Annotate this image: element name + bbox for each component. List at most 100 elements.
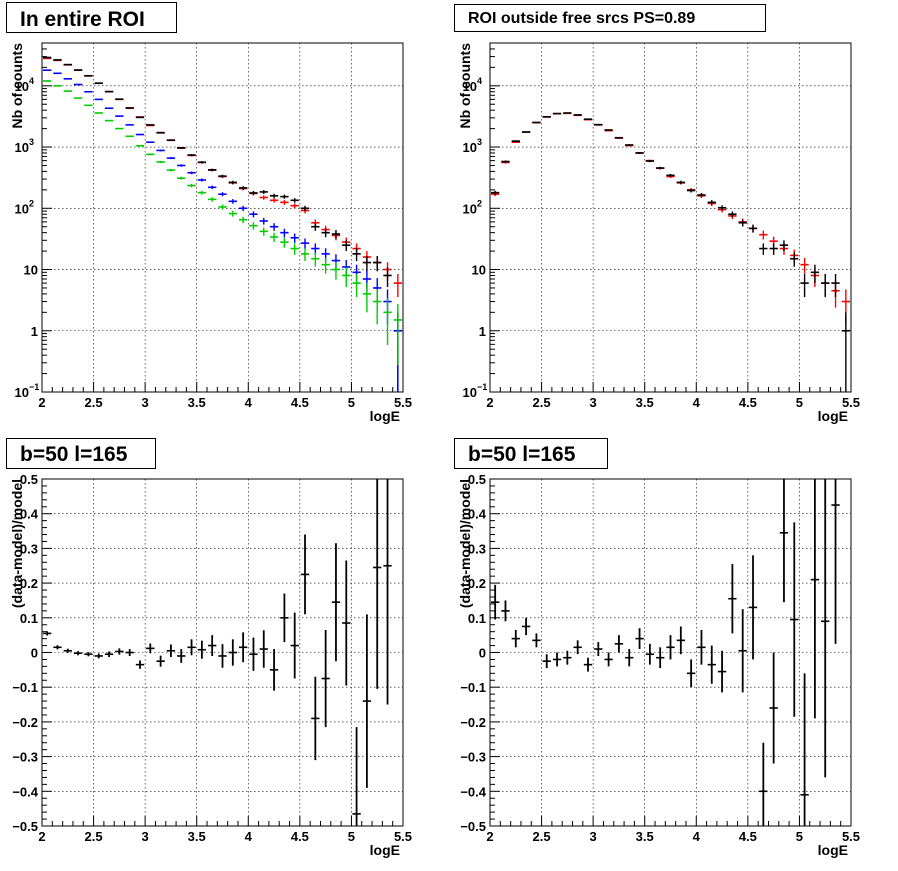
x-tick-label: 4 (693, 395, 701, 410)
y-tick-label: 0.5 (468, 472, 486, 487)
plot-frame (41, 42, 404, 393)
y-tick-label: 0.3 (468, 541, 486, 556)
series-1 (43, 57, 402, 298)
x-tick-label: 2.5 (533, 829, 551, 844)
y-tick-label: 0.4 (20, 507, 39, 522)
x-tick-label: 5.5 (394, 829, 412, 844)
series-2 (43, 56, 402, 392)
y-tick-label: 10 (15, 79, 29, 94)
y-tick-exponent: 4 (477, 76, 482, 86)
x-tick-label: 4.5 (739, 829, 757, 844)
x-tick-label: 3 (142, 829, 149, 844)
y-tick-label: −0.3 (460, 750, 486, 765)
x-tick-label: 3 (590, 395, 597, 410)
y-tick-exponent: 4 (29, 76, 34, 86)
x-tick-label: 5.5 (394, 395, 412, 410)
series-residuals (43, 479, 392, 826)
y-tick-label: −0.1 (460, 680, 486, 695)
y-tick-exponent: −1 (477, 382, 487, 392)
y-tick-label: 0.1 (20, 611, 38, 626)
series-1 (491, 112, 850, 325)
y-tick-label: 10 (24, 263, 38, 278)
y-tick-label: 0.1 (468, 611, 486, 626)
x-tick-label: 4 (245, 829, 253, 844)
y-tick-label: 1 (31, 324, 38, 339)
x-tick-label: 5 (796, 395, 803, 410)
y-axis-label: (data-model)/model (9, 479, 25, 608)
y-tick-label: 10 (463, 140, 477, 155)
x-tick-label: 3.5 (188, 395, 206, 410)
y-tick-label: 0.5 (20, 472, 38, 487)
y-tick-label: 10 (15, 201, 29, 216)
y-tick-exponent: 2 (477, 198, 482, 208)
x-tick-label: 3 (590, 829, 597, 844)
chart-title-3: b=50 l=165 (6, 438, 156, 469)
y-tick-exponent: 3 (29, 137, 34, 147)
x-tick-label: 2.5 (85, 829, 103, 844)
x-tick-label: 5 (348, 395, 355, 410)
x-tick-label: 4.5 (291, 829, 309, 844)
y-tick-label: 10 (463, 385, 477, 400)
y-axis-label: Nb of counts (9, 43, 25, 129)
x-tick-label: 2 (38, 829, 45, 844)
series-residuals (491, 479, 840, 826)
chart-title-1: In entire ROI (6, 2, 177, 33)
x-tick-label: 3.5 (636, 395, 654, 410)
y-tick-label: 0 (479, 646, 486, 661)
y-tick-label: 0.2 (468, 576, 486, 591)
x-axis-label: logE (818, 842, 848, 858)
y-tick-label: −0.2 (460, 715, 486, 730)
y-tick-label: −0.4 (460, 784, 486, 799)
x-tick-label: 5.5 (842, 395, 860, 410)
y-tick-label: 0.3 (20, 541, 38, 556)
x-tick-label: 3.5 (188, 829, 206, 844)
y-tick-exponent: 3 (477, 137, 482, 147)
x-tick-label: 5 (348, 829, 355, 844)
x-tick-label: 4 (245, 395, 253, 410)
x-axis-label: logE (370, 408, 400, 424)
y-tick-label: 10 (15, 385, 29, 400)
x-axis-label: logE (818, 408, 848, 424)
x-tick-label: 2 (486, 395, 493, 410)
x-tick-label: 2.5 (85, 395, 103, 410)
x-tick-label: 5.5 (842, 829, 860, 844)
y-tick-label: −0.4 (12, 784, 38, 799)
chart-title-4: b=50 l=165 (454, 438, 608, 469)
y-axis-label: (data-model)/model (457, 479, 473, 608)
x-tick-label: 2.5 (533, 395, 551, 410)
x-tick-label: 2 (486, 829, 493, 844)
y-tick-label: 0 (31, 646, 38, 661)
x-tick-label: 3 (142, 395, 149, 410)
series-2 (491, 112, 850, 392)
series-3 (43, 69, 402, 392)
y-tick-label: 10 (15, 140, 29, 155)
plot-frame (489, 42, 852, 393)
y-tick-label: 10 (472, 263, 486, 278)
series-4 (43, 80, 402, 366)
y-tick-label: −0.5 (12, 819, 38, 834)
x-tick-label: 3.5 (636, 829, 654, 844)
x-tick-label: 4 (693, 829, 701, 844)
x-axis-label: logE (370, 842, 400, 858)
y-tick-label: 0.4 (468, 507, 487, 522)
chart-title-2: ROI outside free srcs PS=0.89 (454, 4, 766, 32)
y-tick-exponent: −1 (29, 382, 39, 392)
y-tick-label: 1 (479, 324, 486, 339)
y-tick-label: −0.1 (12, 680, 38, 695)
y-axis-label: Nb of counts (457, 43, 473, 129)
y-tick-label: −0.3 (12, 750, 38, 765)
x-tick-label: 4.5 (739, 395, 757, 410)
y-tick-label: 0.2 (20, 576, 38, 591)
y-tick-label: −0.5 (460, 819, 486, 834)
y-tick-label: 10 (463, 201, 477, 216)
x-tick-label: 4.5 (291, 395, 309, 410)
y-tick-label: 10 (463, 79, 477, 94)
x-tick-label: 5 (796, 829, 803, 844)
x-tick-label: 2 (38, 395, 45, 410)
y-tick-exponent: 2 (29, 198, 34, 208)
